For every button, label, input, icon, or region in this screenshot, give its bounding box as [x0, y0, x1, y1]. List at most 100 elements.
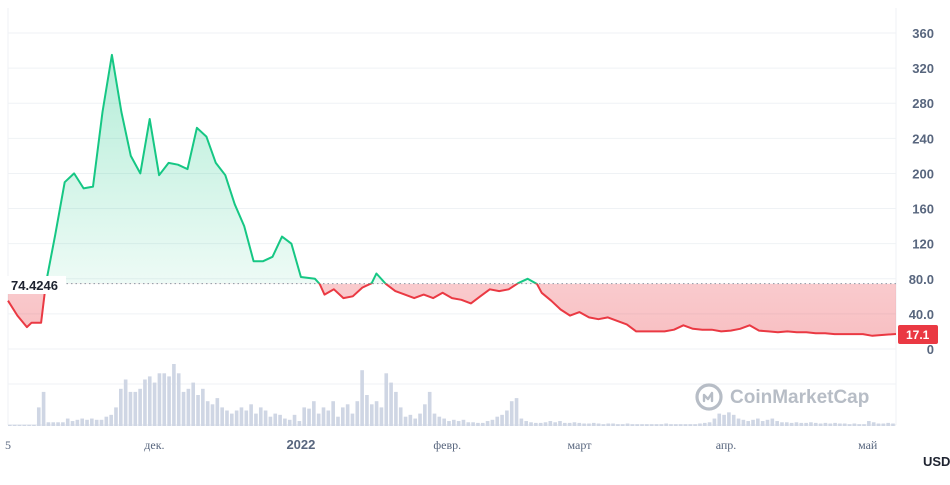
volume-bar [326, 410, 331, 426]
volume-bar [374, 401, 379, 426]
volume-bar [17, 424, 22, 426]
volume-bar [61, 422, 65, 426]
volume-bar [823, 422, 828, 426]
volume-bar [249, 404, 253, 426]
volume-bar [548, 421, 553, 426]
volume-bar [635, 424, 640, 426]
volume-bar [519, 418, 524, 426]
volume-bar [196, 395, 200, 426]
volume-bar [852, 423, 857, 426]
volume-bar [32, 424, 36, 426]
x-tick-label: дек. [144, 438, 164, 452]
volume-bar [205, 401, 210, 426]
volume-bar [432, 413, 437, 426]
volume-bar [456, 421, 461, 426]
reference-label: 74.4246 [4, 276, 66, 294]
volume-bar [649, 424, 654, 426]
volume-bar [423, 404, 427, 426]
y-tick-label: 80.0 [909, 272, 934, 287]
volume-bar [75, 419, 80, 426]
volume-bar [563, 422, 567, 426]
price-line-up [44, 53, 538, 284]
volume-bar [828, 423, 833, 426]
volume-bar [891, 423, 895, 426]
y-axis: 0 40.0 80.0 120 160 200 240 280 320 360 [909, 26, 934, 357]
price-area-up [45, 54, 537, 284]
volume-bar [640, 424, 644, 426]
volume-bar [239, 407, 244, 426]
volume-bar [553, 422, 557, 426]
volume-bar [751, 419, 755, 426]
volume-bar [437, 416, 442, 426]
volume-bar [678, 424, 683, 426]
volume-bar [770, 418, 775, 426]
volume-bar [674, 424, 678, 426]
volume-bar [587, 423, 591, 426]
volume-bar [341, 407, 345, 426]
volume-bar [567, 422, 572, 426]
volume-bar [702, 422, 707, 426]
volume-bar [36, 407, 41, 426]
volume-bar [847, 424, 852, 426]
volume-bar [842, 423, 847, 426]
volume-bar [133, 391, 138, 426]
volume-bar [804, 422, 808, 426]
volume-bar [572, 422, 577, 426]
y-tick-label: 200 [912, 166, 934, 181]
volume-bar [109, 414, 113, 426]
volume-bar [85, 419, 89, 426]
volume-bar [12, 424, 17, 426]
volume-bar [688, 424, 693, 426]
volume-bar [727, 412, 731, 426]
volume-bar [8, 424, 12, 426]
volume-bar [331, 401, 335, 426]
volume-bar [683, 424, 688, 426]
y-tick-label: 320 [912, 61, 934, 76]
volume-bar [350, 413, 355, 426]
volume-bar [514, 398, 519, 426]
volume-bar [558, 421, 562, 426]
volume-bar [143, 379, 147, 426]
volume-bar [408, 414, 413, 426]
volume-bar [94, 419, 99, 426]
volume-bar [833, 422, 837, 426]
volume-bar [287, 419, 292, 426]
volume-bar [620, 424, 625, 426]
volume-bar [297, 421, 302, 426]
price-line [7, 53, 897, 337]
volume-bar [765, 419, 770, 426]
volume-bar [167, 376, 171, 426]
volume-bar [201, 388, 205, 426]
volume-bar [345, 404, 350, 426]
volume-bar [273, 413, 278, 426]
volume-bar [210, 404, 215, 426]
volume-bar [601, 424, 606, 426]
volume-bar [157, 373, 162, 426]
volume-bar [268, 416, 273, 426]
volume-bar [283, 418, 287, 426]
volume-bar [225, 410, 229, 426]
volume-bar [722, 414, 726, 426]
volume-bar [495, 416, 500, 426]
volume-bar [490, 419, 495, 426]
volume-bar [307, 408, 311, 426]
volume-bar [775, 421, 779, 426]
volume-bar [813, 422, 818, 426]
volume-bar [862, 424, 866, 426]
volume-bar [51, 422, 56, 426]
volume-bar [606, 423, 611, 426]
volume-bar [785, 422, 789, 426]
reference-value-label: 74.4246 [11, 278, 58, 293]
volume-bar [712, 418, 717, 426]
y-tick-label: 0 [927, 342, 934, 357]
volume-bar [529, 422, 533, 426]
volume-bar [664, 423, 668, 426]
volume-bar [321, 407, 326, 426]
volume-bar [230, 413, 234, 426]
y-tick-label: 360 [912, 26, 934, 41]
volume-bar [244, 410, 249, 426]
volume-bar [99, 419, 104, 426]
volume-bar [138, 388, 142, 426]
volume-bar [505, 410, 509, 426]
volume-bar [384, 373, 389, 426]
